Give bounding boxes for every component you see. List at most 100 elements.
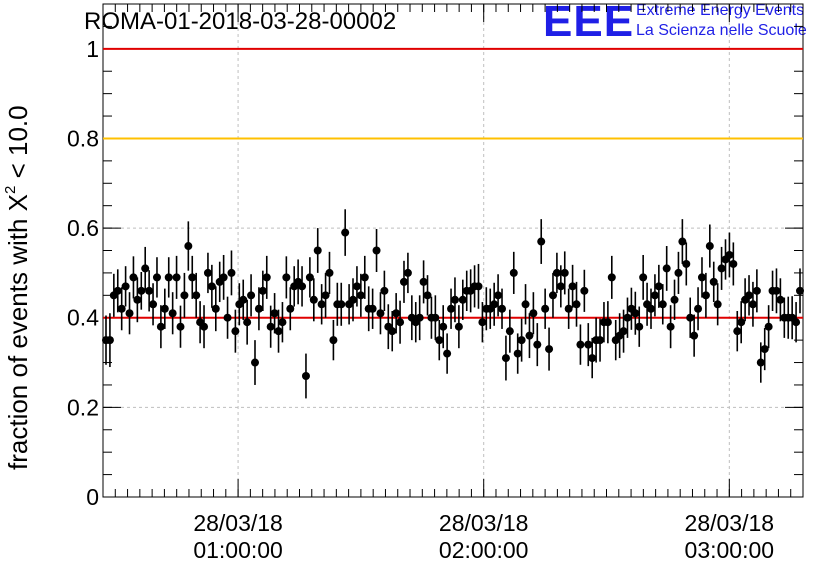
data-point <box>266 322 275 331</box>
data-point <box>301 371 310 380</box>
data-point <box>596 336 605 345</box>
data-point <box>635 322 644 331</box>
data-point <box>623 313 632 322</box>
data-point <box>658 300 667 309</box>
data-point <box>396 318 405 327</box>
data-point <box>282 273 291 282</box>
data-point <box>756 358 765 367</box>
data-point <box>697 273 706 282</box>
data-point <box>388 327 397 336</box>
data-point <box>564 304 573 313</box>
data-point <box>548 291 557 300</box>
data-point <box>568 282 577 291</box>
data-point <box>501 354 510 363</box>
data-point <box>772 286 781 295</box>
data-point <box>152 273 161 282</box>
data-point <box>509 268 518 277</box>
data-point <box>243 318 252 327</box>
data-point <box>694 304 703 313</box>
data-point <box>705 242 714 251</box>
data-point <box>188 273 197 282</box>
data-point <box>137 286 146 295</box>
data-point <box>525 331 534 340</box>
data-point <box>572 300 581 309</box>
data-point <box>317 300 326 309</box>
data-point <box>274 327 283 336</box>
data-point <box>180 291 189 300</box>
data-point <box>498 304 507 313</box>
data-point <box>717 264 726 273</box>
data-point <box>709 277 718 286</box>
logo-line-2: La Scienza nelle Scuole <box>636 22 807 39</box>
data-point <box>764 322 773 331</box>
y-tick-label: 0.8 <box>67 125 99 151</box>
data-point <box>619 327 628 336</box>
data-point <box>219 273 228 282</box>
y-tick-label: 0.4 <box>67 305 99 331</box>
data-point <box>745 291 754 300</box>
data-point <box>435 336 444 345</box>
data-point <box>380 286 389 295</box>
data-point <box>305 273 314 282</box>
data-point <box>360 273 369 282</box>
data-point <box>337 300 346 309</box>
x-tick-date: 28/03/18 <box>684 510 775 536</box>
data-point <box>580 286 589 295</box>
data-point <box>372 246 381 255</box>
y-tick-label: 0.2 <box>67 394 99 420</box>
data-point <box>192 291 201 300</box>
data-point <box>250 358 259 367</box>
data-point <box>647 304 656 313</box>
data-point <box>529 309 538 318</box>
data-point <box>227 268 236 277</box>
data-point <box>666 322 675 331</box>
data-point <box>164 273 173 282</box>
data-point <box>129 273 138 282</box>
logo-line-1: Extreme Energy Events <box>636 2 805 19</box>
data-point <box>454 322 463 331</box>
data-point <box>172 273 181 282</box>
data-point <box>141 264 150 273</box>
data-point <box>321 291 330 300</box>
data-point <box>478 318 487 327</box>
data-point <box>149 300 158 309</box>
data-point <box>607 273 616 282</box>
data-point <box>545 345 554 354</box>
data-point <box>654 282 663 291</box>
data-point <box>737 318 746 327</box>
data-point <box>239 295 248 304</box>
data-point <box>792 318 801 327</box>
data-point <box>200 322 209 331</box>
data-point <box>662 264 671 273</box>
data-point <box>725 250 734 259</box>
data-point <box>776 295 785 304</box>
data-point <box>278 318 287 327</box>
data-point <box>419 277 428 286</box>
y-tick-label: 0 <box>86 484 99 510</box>
data-point <box>490 300 499 309</box>
data-point <box>690 331 699 340</box>
data-point <box>231 327 240 336</box>
eee-logo-mark: EEE <box>543 0 635 46</box>
data-point <box>349 295 358 304</box>
data-point <box>184 242 193 251</box>
data-point <box>584 340 593 349</box>
data-point <box>439 322 448 331</box>
data-point <box>117 304 126 313</box>
data-point <box>399 277 408 286</box>
data-point <box>403 268 412 277</box>
data-point <box>474 282 483 291</box>
x-tick-date: 28/03/18 <box>193 510 283 536</box>
x-tick-label: 28/03/18 01:00:00 <box>168 510 308 564</box>
data-point <box>211 304 220 313</box>
data-point <box>447 304 456 313</box>
data-point <box>560 268 569 277</box>
data-point <box>223 313 232 322</box>
data-point <box>258 286 267 295</box>
data-point <box>576 340 585 349</box>
data-point <box>752 286 761 295</box>
data-point <box>313 246 322 255</box>
plot-frame <box>102 3 804 498</box>
data-point <box>713 300 722 309</box>
data-point <box>552 268 561 277</box>
